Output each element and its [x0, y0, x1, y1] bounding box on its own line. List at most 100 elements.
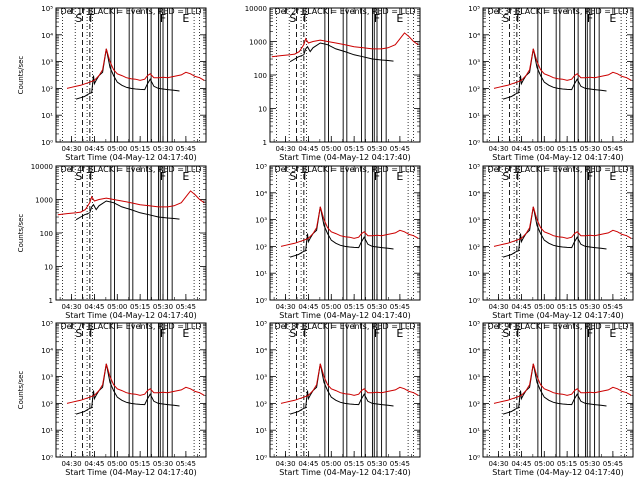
y-tick-label: 10⁰	[468, 297, 480, 305]
y-tick-label: 10⁵	[255, 163, 267, 171]
time-markers	[489, 8, 627, 142]
x-tick-label: 05:45	[176, 303, 196, 311]
events-series-line	[75, 48, 180, 100]
phase-letter: T	[300, 327, 308, 340]
phase-letter: T	[513, 170, 521, 183]
x-axis-label: Start Time (04-May-12 04:17:40)	[492, 153, 623, 162]
y-axis-label: Counts/sec	[17, 371, 25, 410]
panel-title: Det 6f BLACK = Events, RED = LLD	[487, 165, 628, 174]
y-tick-label: 10⁴	[468, 347, 480, 355]
plot-frame	[482, 165, 634, 301]
x-tick-label: 05:45	[603, 303, 623, 311]
x-tick-label: 04:45	[511, 303, 531, 311]
x-tick-label: 05:00	[534, 460, 554, 468]
y-tick-label: 10	[258, 106, 267, 114]
x-tick-label: 05:15	[557, 303, 577, 311]
x-tick-label: 05:45	[390, 303, 410, 311]
y-tick-label: 10⁵	[468, 163, 480, 171]
y-tick-label: 1	[49, 297, 53, 305]
x-tick-label: 05:30	[153, 145, 173, 153]
x-tick-label: 04:30	[488, 145, 508, 153]
y-tick-label: 10²	[468, 243, 480, 251]
y-tick-label: 10	[44, 264, 53, 272]
phase-letter: T	[86, 327, 94, 340]
panel-title: Det 9f BLACK = Events, RED = LLD	[487, 322, 628, 331]
lld-series-line	[57, 190, 205, 216]
panel-title: Det 1f BLACK = Events, RED = LLD	[60, 7, 201, 16]
phase-letter: T	[300, 170, 308, 183]
y-axis-label: Counts/sec	[17, 214, 25, 253]
lld-series-line	[280, 363, 419, 404]
y-tick-label: 10⁵	[255, 320, 267, 328]
lld-series-line	[271, 32, 419, 58]
events-series-line	[502, 206, 607, 258]
y-tick-label: 10³	[41, 59, 53, 67]
x-tick-label: 05:45	[603, 460, 623, 468]
plot-frame	[269, 165, 421, 301]
x-tick-label: 05:15	[130, 145, 150, 153]
x-tick-label: 05:15	[344, 145, 364, 153]
time-markers	[276, 8, 414, 142]
x-tick-label: 05:00	[107, 303, 127, 311]
y-tick-label: 10⁴	[468, 32, 480, 40]
x-tick-label: 04:30	[61, 460, 81, 468]
events-series-line	[75, 363, 180, 415]
time-markers	[276, 323, 414, 457]
x-tick-label: 05:00	[107, 145, 127, 153]
y-tick-label: 10⁵	[41, 5, 53, 13]
phase-letter: S	[75, 327, 82, 340]
y-tick-label: 10⁵	[468, 5, 480, 13]
phase-letter: F	[374, 12, 380, 25]
y-tick-label: 10³	[255, 374, 267, 382]
phase-letter: E	[396, 327, 403, 340]
y-tick-label: 1000	[249, 39, 267, 47]
phase-letter: E	[609, 327, 616, 340]
lld-series-line	[493, 363, 632, 404]
x-axis-label: Start Time (04-May-12 04:17:40)	[279, 311, 410, 320]
x-tick-label: 04:45	[511, 145, 531, 153]
lld-series-line	[66, 363, 205, 404]
y-tick-label: 10³	[41, 374, 53, 382]
y-tick-label: 10¹	[468, 270, 480, 278]
x-tick-label: 05:30	[367, 303, 387, 311]
phase-letter: F	[374, 170, 380, 183]
phase-letter: S	[502, 170, 509, 183]
x-tick-label: 05:15	[130, 460, 150, 468]
y-tick-label: 1	[263, 139, 267, 147]
phase-letter: S	[289, 12, 296, 25]
plot-frame	[269, 7, 421, 143]
phase-letter: E	[609, 12, 616, 25]
phase-letter: F	[587, 327, 593, 340]
panel-2: 1 10 100 1000 10000 04:30 04:45 05:00 05:15 05:30…	[245, 5, 421, 162]
x-tick-label: 05:30	[153, 460, 173, 468]
y-tick-label: 10¹	[468, 427, 480, 435]
x-tick-label: 04:30	[275, 460, 295, 468]
y-tick-label: 10²	[468, 400, 480, 408]
x-tick-label: 04:45	[84, 460, 104, 468]
lld-series-line	[493, 48, 632, 89]
time-markers	[276, 166, 414, 300]
x-tick-label: 04:45	[84, 303, 104, 311]
x-tick-label: 04:30	[61, 145, 81, 153]
panel-title: Det 3f BLACK = Events, RED = LLD	[487, 7, 628, 16]
y-tick-label: 10⁰	[255, 454, 267, 462]
x-tick-label: 04:30	[488, 460, 508, 468]
y-tick-label: 10⁴	[255, 190, 267, 198]
x-tick-label: 04:45	[298, 303, 318, 311]
phase-letter: S	[289, 170, 296, 183]
x-tick-label: 05:30	[580, 303, 600, 311]
x-tick-label: 05:15	[344, 460, 364, 468]
x-tick-label: 05:15	[130, 303, 150, 311]
y-tick-label: 10000	[245, 5, 267, 13]
x-tick-label: 04:45	[511, 460, 531, 468]
y-tick-label: 10¹	[468, 112, 480, 120]
x-tick-label: 05:30	[153, 303, 173, 311]
lld-series-line	[493, 206, 632, 247]
phase-letter: F	[374, 327, 380, 340]
time-markers	[62, 8, 200, 142]
events-series-line	[502, 363, 607, 415]
x-tick-label: 05:30	[580, 460, 600, 468]
